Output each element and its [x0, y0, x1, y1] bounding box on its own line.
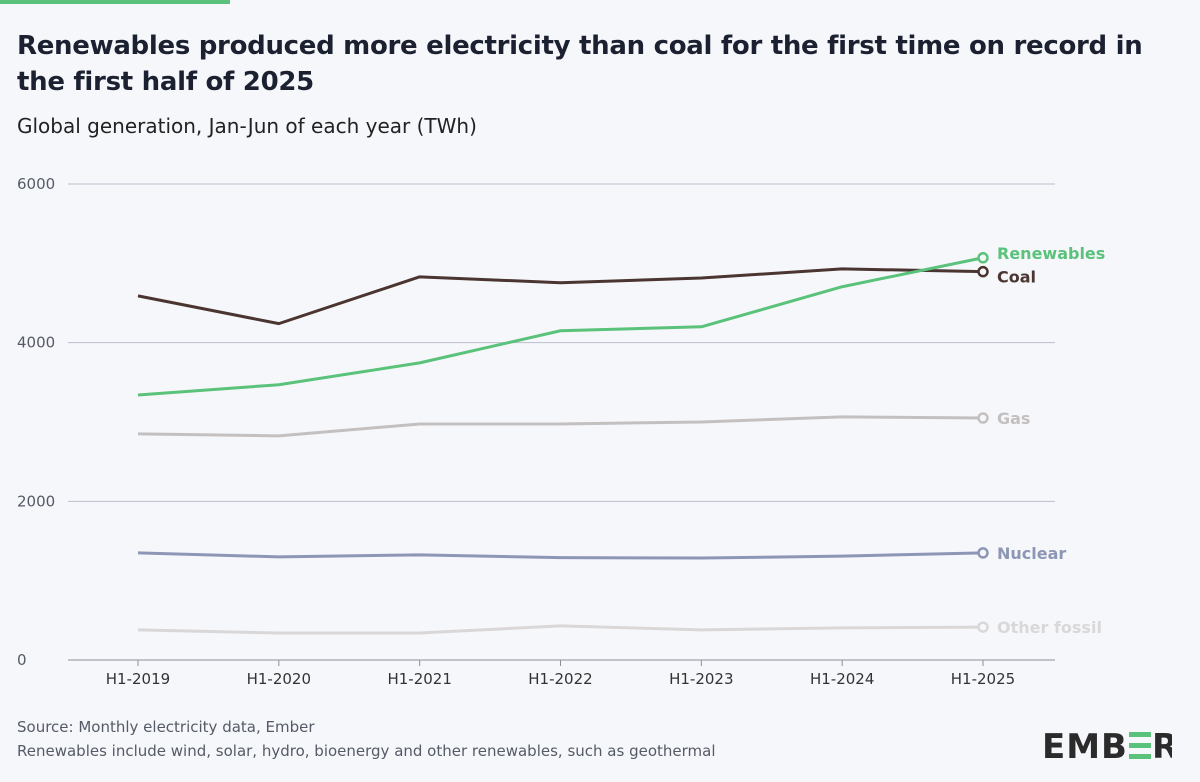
- y-tick-label: 4000: [17, 334, 55, 352]
- x-tick-label: H1-2019: [106, 670, 170, 688]
- x-tick-label: H1-2023: [669, 670, 733, 688]
- series-line-renewables: [137, 256, 984, 397]
- y-tick-label: 6000: [17, 175, 55, 193]
- x-tick-label: H1-2022: [528, 670, 592, 688]
- renewables-note: Renewables include wind, solar, hydro, b…: [17, 742, 716, 760]
- series-label: Renewables: [997, 244, 1105, 263]
- x-tick-label: H1-2025: [951, 670, 1015, 688]
- series-line-nuclear: [137, 551, 984, 560]
- series-line-gas: [137, 415, 984, 438]
- x-tick-label: H1-2024: [810, 670, 874, 688]
- x-tick-label: H1-2021: [387, 670, 451, 688]
- series-label: Coal: [997, 268, 1036, 287]
- chart-title: Renewables produced more electricity tha…: [17, 31, 1143, 97]
- x-tick-label: H1-2020: [247, 670, 311, 688]
- series-line-coal: [137, 267, 984, 326]
- series-line-other-fossil: [137, 624, 984, 635]
- end-point-marker: [977, 621, 989, 633]
- source-note: Source: Monthly electricity data, Ember: [17, 718, 315, 736]
- y-tick-label: 2000: [17, 492, 55, 510]
- y-tick-label: 0: [17, 651, 27, 669]
- ember-logo: EMB R: [1042, 728, 1172, 762]
- top-accent-bar: [0, 0, 230, 4]
- series-label: Other fossil: [997, 618, 1102, 637]
- line-chart: 0 2000 4000 6000 H1-2019 H1-2020 H1-2021 H1-202…: [17, 175, 1105, 688]
- end-point-marker: [977, 265, 989, 278]
- chart-subtitle: Global generation, Jan-Jun of each year …: [17, 114, 477, 138]
- end-point-marker: [977, 412, 989, 424]
- end-point-marker: [977, 547, 989, 559]
- svg-text:EMB: EMB: [1042, 728, 1128, 762]
- svg-text:R: R: [1152, 728, 1172, 762]
- series-label: Gas: [997, 409, 1030, 428]
- end-point-marker: [977, 252, 989, 264]
- series-label: Nuclear: [997, 544, 1066, 563]
- footer: Source: Monthly electricity data, Ember …: [17, 715, 715, 763]
